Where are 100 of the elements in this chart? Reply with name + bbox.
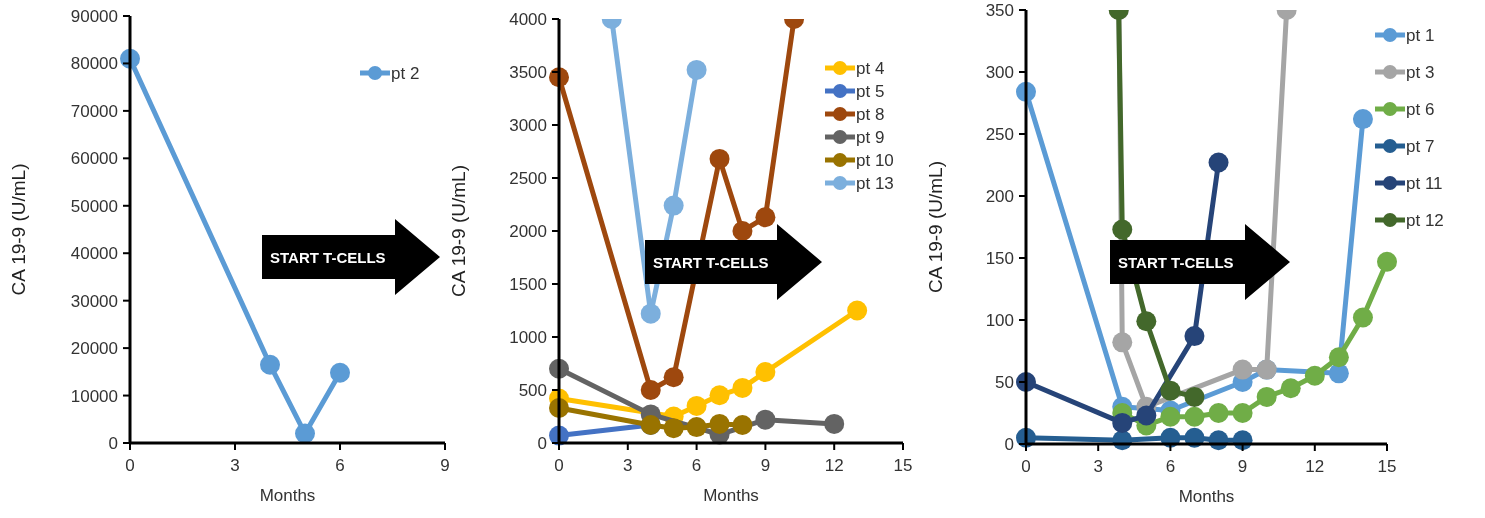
y-tick-label: 90000 bbox=[70, 7, 118, 26]
y-tick-label: 150 bbox=[985, 249, 1014, 268]
y-axis-title: CA 19-9 (U/mL) bbox=[8, 163, 29, 296]
legend-label: pt 2 bbox=[391, 64, 420, 83]
point bbox=[663, 367, 684, 388]
point bbox=[1377, 251, 1397, 272]
y-tick-label: 70000 bbox=[70, 101, 118, 121]
y-axis-title: CA 19-9 (U/mL) bbox=[925, 161, 946, 293]
y-tick-label: 3500 bbox=[509, 63, 547, 82]
point bbox=[755, 409, 776, 430]
legend-label: pt 4 bbox=[856, 59, 885, 78]
y-tick-label: 2000 bbox=[509, 222, 547, 241]
y-tick-label: 50000 bbox=[70, 196, 118, 216]
y-tick-label: 0 bbox=[537, 434, 547, 453]
x-tick-label: 6 bbox=[1165, 457, 1176, 476]
y-tick-label: 0 bbox=[1004, 435, 1014, 454]
y-tick-label: 10000 bbox=[70, 386, 118, 406]
point bbox=[260, 354, 280, 375]
point bbox=[663, 195, 684, 216]
legend-label: pt 8 bbox=[856, 105, 885, 124]
point bbox=[640, 303, 661, 324]
x-tick-label: 15 bbox=[1377, 457, 1397, 476]
point bbox=[732, 377, 753, 398]
y-tick-label: 40000 bbox=[70, 244, 118, 264]
point bbox=[709, 385, 730, 406]
legend-label: pt 5 bbox=[856, 82, 885, 101]
x-tick-label: 6 bbox=[335, 456, 345, 475]
y-tick-label: 300 bbox=[985, 63, 1014, 82]
point bbox=[824, 413, 845, 434]
point bbox=[640, 380, 661, 400]
point bbox=[1232, 359, 1253, 380]
legend-label: pt 6 bbox=[1406, 100, 1435, 119]
legend-label: pt 10 bbox=[856, 151, 894, 170]
legend-label: pt 1 bbox=[1406, 26, 1435, 45]
point bbox=[1232, 403, 1253, 423]
point bbox=[709, 413, 730, 434]
x-tick-label: 3 bbox=[623, 456, 633, 475]
point bbox=[1304, 365, 1325, 386]
annotation: START T-CELLS bbox=[653, 254, 769, 271]
point bbox=[1184, 326, 1205, 347]
legend-label: pt 9 bbox=[856, 128, 885, 147]
x-tick-label: 0 bbox=[1021, 457, 1031, 476]
y-tick-label: 80000 bbox=[70, 54, 118, 74]
y-tick-label: 200 bbox=[985, 187, 1014, 206]
point bbox=[1280, 378, 1301, 399]
y-tick-label: 100 bbox=[985, 311, 1014, 330]
y-axis-title: CA 19-9 (U/mL) bbox=[448, 165, 469, 297]
x-tick-label: 6 bbox=[691, 456, 702, 475]
x-axis-title: Months bbox=[1178, 487, 1235, 506]
x-tick-label: 12 bbox=[1305, 457, 1325, 476]
legend-label: pt 3 bbox=[1406, 63, 1435, 82]
y-tick-label: 250 bbox=[985, 125, 1014, 144]
point bbox=[1112, 219, 1133, 240]
annotation: START T-CELLS bbox=[1118, 254, 1234, 271]
point bbox=[1136, 405, 1157, 426]
point bbox=[847, 300, 868, 321]
x-tick-label: 15 bbox=[893, 456, 913, 475]
point bbox=[1184, 406, 1205, 427]
legend-label: pt 11 bbox=[1406, 174, 1443, 193]
x-tick-label: 9 bbox=[1237, 457, 1248, 476]
x-axis-title: Months bbox=[259, 486, 316, 505]
y-tick-label: 30000 bbox=[70, 291, 118, 311]
point bbox=[295, 423, 315, 444]
point bbox=[1208, 403, 1229, 423]
x-tick-label: 0 bbox=[125, 456, 135, 475]
y-tick-label: 1500 bbox=[509, 275, 547, 294]
x-tick-label: 9 bbox=[440, 456, 450, 475]
point bbox=[709, 148, 730, 169]
point bbox=[1160, 406, 1181, 427]
point bbox=[1184, 386, 1205, 407]
point bbox=[1136, 311, 1157, 332]
x-tick-label: 3 bbox=[1093, 457, 1103, 476]
point bbox=[732, 414, 753, 435]
point bbox=[686, 417, 707, 438]
y-tick-label: 350 bbox=[985, 1, 1014, 20]
y-tick-label: 1000 bbox=[509, 328, 547, 347]
y-tick-label: 50 bbox=[995, 373, 1014, 392]
y-tick-label: 2500 bbox=[509, 169, 547, 188]
y-tick-label: 500 bbox=[518, 381, 547, 400]
x-axis-title: Months bbox=[703, 486, 759, 505]
y-tick-label: 3000 bbox=[509, 116, 547, 135]
point bbox=[686, 395, 707, 416]
legend-label: pt 13 bbox=[856, 174, 894, 193]
legend-label: pt 7 bbox=[1406, 137, 1435, 156]
y-tick-label: 20000 bbox=[70, 339, 118, 359]
point bbox=[1160, 380, 1181, 401]
x-tick-label: 12 bbox=[824, 456, 844, 475]
legend-label: pt 12 bbox=[1406, 211, 1444, 230]
point bbox=[663, 418, 684, 439]
point bbox=[1112, 332, 1133, 353]
point bbox=[755, 361, 776, 382]
x-tick-label: 0 bbox=[554, 456, 564, 475]
x-tick-label: 9 bbox=[760, 456, 771, 475]
y-tick-label: 0 bbox=[108, 434, 118, 453]
y-tick-label: 4000 bbox=[509, 10, 547, 29]
annotation: START T-CELLS bbox=[270, 249, 386, 266]
point bbox=[1352, 109, 1373, 130]
point bbox=[1352, 307, 1373, 328]
point bbox=[732, 221, 753, 241]
point bbox=[686, 59, 707, 80]
